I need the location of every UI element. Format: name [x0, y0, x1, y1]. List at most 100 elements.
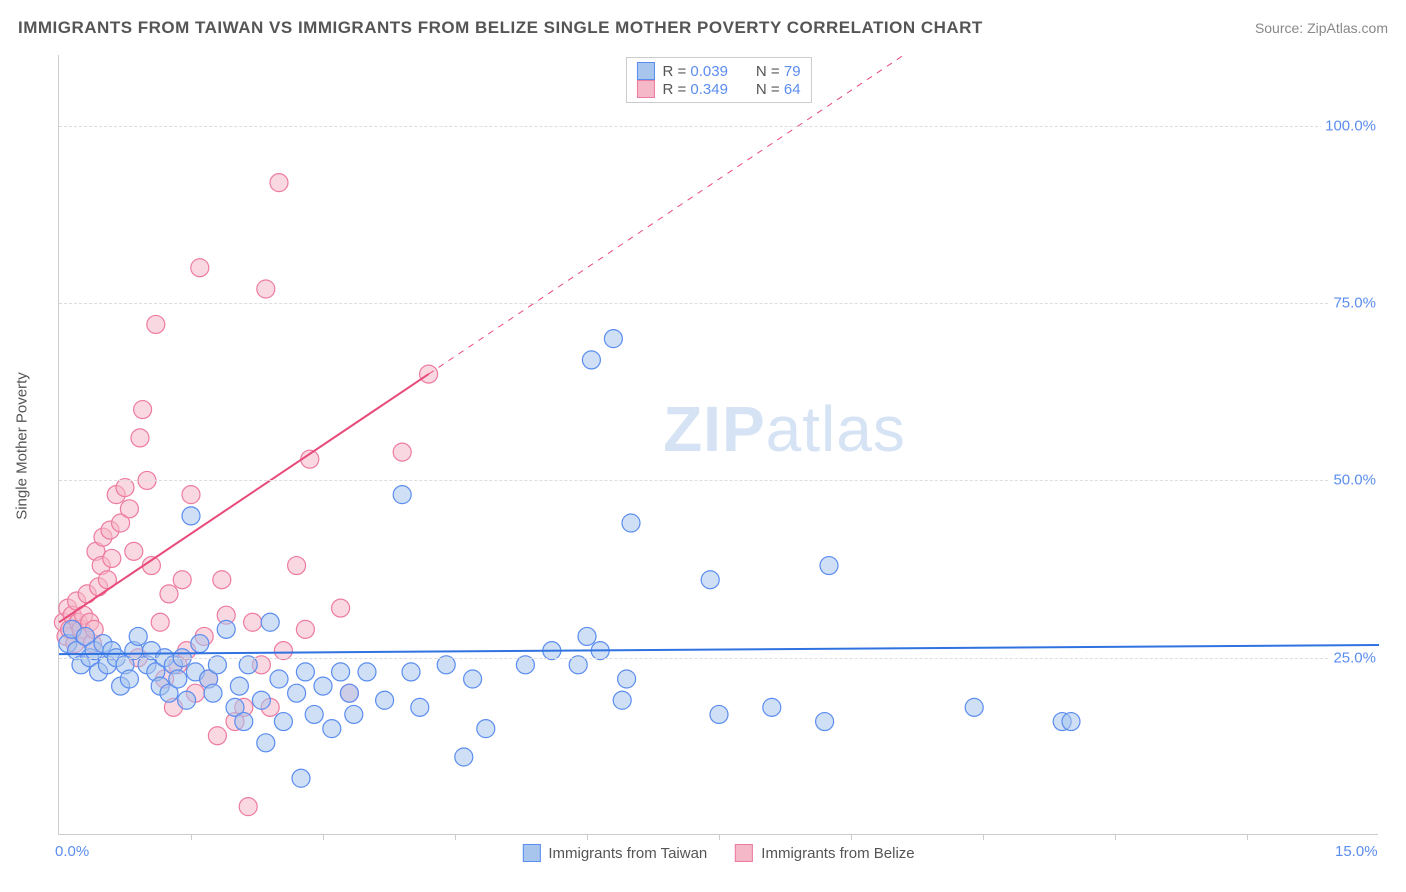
data-point: [288, 684, 306, 702]
data-point: [235, 713, 253, 731]
r-label: R = 0.039: [662, 63, 727, 80]
legend-swatch: [636, 62, 654, 80]
series-name: Immigrants from Belize: [761, 845, 914, 862]
data-point: [178, 691, 196, 709]
legend-swatch: [636, 80, 654, 98]
data-point: [402, 663, 420, 681]
y-tick-label: 50.0%: [1329, 472, 1380, 489]
data-point: [578, 627, 596, 645]
data-point: [710, 705, 728, 723]
data-point: [292, 769, 310, 787]
data-point: [217, 620, 235, 638]
data-point: [182, 486, 200, 504]
data-point: [129, 627, 147, 645]
x-tick-label: 15.0%: [1335, 843, 1378, 860]
data-point: [816, 713, 834, 731]
data-point: [296, 663, 314, 681]
data-point: [340, 684, 358, 702]
y-tick-label: 75.0%: [1329, 295, 1380, 312]
data-point: [274, 713, 292, 731]
data-point: [358, 663, 376, 681]
data-point: [376, 691, 394, 709]
data-point: [1062, 713, 1080, 731]
data-point: [134, 401, 152, 419]
data-point: [252, 691, 270, 709]
x-tick-mark: [587, 834, 588, 840]
series-name: Immigrants from Taiwan: [548, 845, 707, 862]
x-tick-label: 0.0%: [55, 843, 89, 860]
data-point: [332, 599, 350, 617]
data-point: [393, 486, 411, 504]
data-point: [147, 315, 165, 333]
x-tick-mark: [719, 834, 720, 840]
data-point: [455, 748, 473, 766]
data-point: [208, 727, 226, 745]
data-point: [270, 174, 288, 192]
legend-row: R = 0.349 N = 64: [636, 80, 800, 98]
data-point: [191, 259, 209, 277]
data-point: [613, 691, 631, 709]
data-point: [213, 571, 231, 589]
x-tick-mark: [1115, 834, 1116, 840]
series-legend: Immigrants from Taiwan Immigrants from Be…: [522, 844, 914, 862]
data-point: [332, 663, 350, 681]
correlation-legend: R = 0.039 N = 79 R = 0.349 N = 64: [625, 57, 811, 103]
x-tick-mark: [983, 834, 984, 840]
x-tick-mark: [1247, 834, 1248, 840]
x-tick-mark: [191, 834, 192, 840]
legend-row: R = 0.039 N = 79: [636, 62, 800, 80]
data-point: [257, 734, 275, 752]
gridline: [59, 658, 1378, 659]
data-point: [314, 677, 332, 695]
source-label: Source: ZipAtlas.com: [1255, 20, 1388, 36]
data-point: [230, 677, 248, 695]
legend-swatch: [735, 844, 753, 862]
data-point: [103, 549, 121, 567]
r-label: R = 0.349: [662, 81, 727, 98]
data-point: [305, 705, 323, 723]
legend-item: Immigrants from Belize: [735, 844, 914, 862]
data-point: [323, 720, 341, 738]
x-tick-mark: [323, 834, 324, 840]
data-point: [288, 557, 306, 575]
data-point: [393, 443, 411, 461]
chart-title: IMMIGRANTS FROM TAIWAN VS IMMIGRANTS FRO…: [18, 18, 983, 38]
data-point: [701, 571, 719, 589]
chart-svg: [59, 55, 1378, 834]
data-point: [582, 351, 600, 369]
data-point: [244, 613, 262, 631]
data-point: [257, 280, 275, 298]
data-point: [763, 698, 781, 716]
data-point: [965, 698, 983, 716]
data-point: [151, 613, 169, 631]
x-tick-mark: [851, 834, 852, 840]
data-point: [125, 542, 143, 560]
data-point: [345, 705, 363, 723]
data-point: [182, 507, 200, 525]
data-point: [191, 635, 209, 653]
legend-item: Immigrants from Taiwan: [522, 844, 707, 862]
trend-line: [59, 645, 1379, 654]
y-axis-label: Single Mother Poverty: [14, 372, 31, 520]
n-label: N = 64: [756, 81, 801, 98]
data-point: [204, 684, 222, 702]
y-tick-label: 100.0%: [1321, 117, 1380, 134]
data-point: [411, 698, 429, 716]
x-tick-mark: [455, 834, 456, 840]
data-point: [173, 571, 191, 589]
data-point: [622, 514, 640, 532]
y-tick-label: 25.0%: [1329, 649, 1380, 666]
data-point: [270, 670, 288, 688]
data-point: [120, 670, 138, 688]
data-point: [820, 557, 838, 575]
data-point: [604, 330, 622, 348]
n-label: N = 79: [756, 63, 801, 80]
data-point: [261, 613, 279, 631]
data-point: [169, 670, 187, 688]
gridline: [59, 126, 1378, 127]
gridline: [59, 303, 1378, 304]
data-point: [131, 429, 149, 447]
data-point: [160, 585, 178, 603]
plot-area: ZIPatlas R = 0.039N = 79R = 0.349N = 64 …: [58, 55, 1378, 835]
gridline: [59, 480, 1378, 481]
